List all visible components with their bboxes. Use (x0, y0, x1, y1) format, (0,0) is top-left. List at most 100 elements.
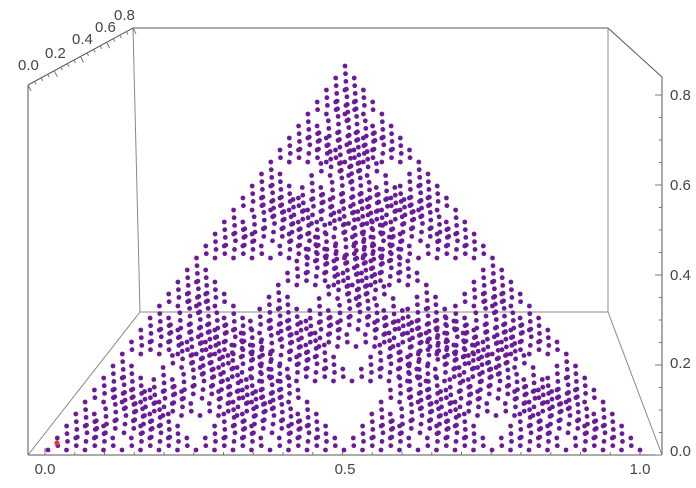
data-point (267, 447, 273, 453)
data-point (360, 214, 366, 219)
data-point (139, 439, 144, 444)
data-point (323, 159, 329, 165)
data-point (319, 168, 324, 174)
data-point (296, 155, 302, 161)
data-point (342, 221, 347, 227)
data-point (338, 318, 343, 323)
data-point (92, 395, 98, 401)
data-point (138, 383, 144, 389)
data-point (157, 343, 163, 348)
data-point (356, 286, 361, 292)
data-point (296, 123, 301, 129)
data-point (188, 408, 194, 414)
data-point (181, 371, 187, 377)
data-point (213, 295, 219, 300)
data-point (427, 194, 432, 200)
data-point (179, 365, 185, 370)
data-point (166, 427, 172, 432)
data-point (287, 391, 292, 396)
data-point (296, 251, 302, 257)
data-point (269, 348, 275, 354)
data-point (170, 408, 176, 414)
data-point (453, 255, 458, 261)
data-point (387, 338, 392, 344)
data-point (518, 299, 523, 305)
data-point (387, 234, 392, 240)
data-point (433, 374, 439, 380)
data-point (370, 265, 376, 271)
data-point (426, 328, 432, 334)
data-point (328, 156, 334, 162)
data-point (227, 383, 233, 389)
data-point (556, 394, 562, 400)
data-point (279, 336, 284, 342)
data-point (295, 411, 301, 417)
data-point (360, 447, 365, 453)
data-point (197, 309, 203, 315)
data-point (387, 250, 393, 255)
data-point (249, 207, 255, 213)
data-point (138, 327, 144, 333)
data-point (374, 310, 380, 316)
data-point (343, 244, 349, 250)
data-point (462, 361, 468, 367)
data-point (279, 234, 285, 239)
data-point (268, 317, 273, 323)
data-point (212, 431, 218, 437)
data-point (353, 344, 359, 349)
data-point (280, 417, 286, 423)
data-point (157, 311, 163, 317)
data-point (279, 202, 285, 208)
data-point (527, 343, 533, 348)
data-point (462, 419, 468, 425)
data-point (522, 400, 528, 405)
data-point (442, 314, 448, 320)
data-point (54, 435, 60, 441)
data-point (186, 290, 192, 296)
data-point (491, 271, 496, 276)
data-point (414, 270, 420, 276)
data-point (225, 377, 231, 382)
data-point (103, 406, 108, 412)
data-point (573, 371, 579, 377)
data-point (407, 171, 412, 177)
data-point (572, 435, 578, 441)
data-point (600, 399, 606, 405)
data-point (564, 359, 570, 365)
data-point (486, 359, 492, 365)
y-tick-mark (106, 42, 111, 49)
data-point (92, 387, 97, 393)
data-point (111, 379, 117, 384)
data-point (471, 365, 477, 371)
data-point (179, 413, 184, 418)
data-point (601, 439, 607, 444)
data-point (501, 306, 507, 311)
data-point (405, 378, 410, 384)
data-point (241, 434, 247, 440)
data-point (305, 349, 311, 355)
data-point (574, 394, 580, 400)
data-point (333, 83, 339, 89)
data-point (337, 216, 343, 222)
data-point (485, 344, 491, 350)
data-point (322, 350, 328, 356)
data-point (409, 409, 415, 415)
data-point (438, 413, 443, 418)
data-point (335, 279, 341, 285)
data-point (305, 407, 310, 413)
data-point (249, 383, 255, 389)
data-point (313, 411, 319, 417)
data-point (444, 195, 449, 201)
data-point (295, 443, 301, 449)
data-point (465, 377, 471, 382)
data-point (510, 310, 516, 316)
data-point (132, 401, 138, 406)
data-point (307, 315, 313, 321)
data-point (392, 326, 398, 332)
data-point (267, 310, 273, 315)
data-point (352, 155, 357, 161)
data-point (193, 351, 199, 357)
data-point (74, 434, 80, 440)
data-point (362, 103, 367, 108)
data-point (353, 106, 359, 112)
